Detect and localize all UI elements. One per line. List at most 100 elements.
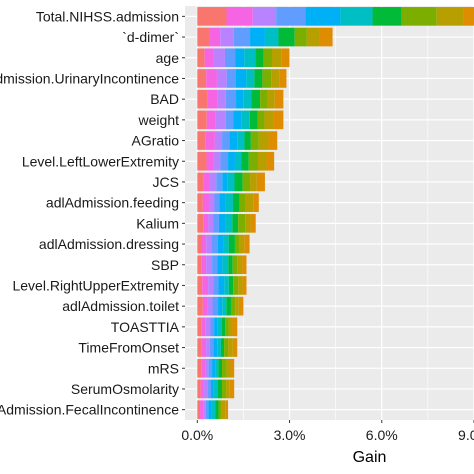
x-axis-title: Gain: [353, 449, 387, 466]
y-tick-label: adlAdmission.FecalIncontinence: [0, 402, 179, 418]
bar-segment: [202, 234, 207, 254]
bar-segment: [207, 89, 218, 109]
bar-segment: [294, 27, 307, 47]
bar-segment: [215, 400, 219, 419]
bar-segment: [232, 214, 239, 233]
plot-panel: [185, 6, 474, 420]
bar-segment: [207, 379, 211, 399]
bar-segment: [226, 7, 253, 26]
bar-segment: [205, 131, 215, 150]
bar-segment: [241, 151, 249, 171]
bar-segment: [241, 110, 250, 130]
bar-segment: [463, 7, 474, 26]
bar: [197, 193, 259, 212]
bar: [197, 276, 247, 295]
bar-segment: [225, 317, 229, 337]
bar-segment: [225, 400, 229, 419]
x-tick-label: 0.0%: [181, 427, 213, 443]
bar-segment: [197, 276, 203, 295]
y-tick-label: SBP: [151, 257, 179, 273]
bar-segment: [213, 151, 221, 171]
bar-segment: [222, 379, 227, 399]
bar-segment: [208, 400, 212, 419]
bar-segment: [226, 379, 230, 399]
bar-segment: [222, 255, 229, 275]
bar-segment: [250, 172, 257, 192]
bar-segment: [211, 234, 218, 254]
bar-segment: [197, 69, 207, 88]
y-tick-label: adlAdmission.toilet: [62, 298, 179, 314]
bar-segment: [233, 110, 242, 130]
y-tick-label: Level.RightUpperExtremity: [12, 277, 179, 293]
bar-segment: [207, 296, 213, 316]
bar: [197, 151, 275, 171]
bar-segment: [255, 48, 264, 68]
bar-segment: [218, 276, 225, 295]
bar: [197, 358, 235, 378]
bar-segment: [215, 110, 226, 130]
y-tick-label: TOASTTIA: [111, 319, 180, 335]
bar-segment: [202, 193, 209, 212]
x-tick-labels: 0.0% 3.0% 6.0% 9.0%: [181, 420, 474, 443]
bar-segment: [213, 276, 219, 295]
bar-segment: [197, 338, 202, 357]
bar-segment: [238, 214, 246, 233]
bar-segment: [197, 193, 203, 212]
bar-segment: [206, 69, 217, 88]
bar-segment: [238, 276, 243, 295]
bar-segment: [203, 379, 208, 399]
bar-segment: [250, 214, 256, 233]
bar-segment: [226, 69, 236, 88]
bar-segment: [201, 338, 207, 357]
bar-segment: [224, 276, 229, 295]
bar-segment: [197, 27, 210, 47]
bar-segment: [213, 214, 219, 233]
bar-segment: [221, 317, 226, 337]
bar-segment: [197, 172, 204, 192]
bar-segment: [235, 69, 247, 88]
bar-segment: [306, 27, 320, 47]
bar-segment: [223, 234, 229, 254]
bar: [197, 255, 247, 275]
bar-segment: [228, 338, 233, 357]
bar: [197, 7, 474, 26]
bar-segment: [202, 296, 208, 316]
bar-segment: [197, 379, 201, 399]
bar-segment: [218, 296, 223, 316]
bar-segment: [244, 48, 256, 68]
x-tick-label: 6.0%: [366, 427, 398, 443]
bar-segment: [225, 193, 233, 212]
bar-segment: [220, 27, 234, 47]
y-tick-label: Level.LeftLowerExtremity: [22, 153, 179, 169]
bar-segment: [211, 400, 216, 419]
bar-segment: [228, 255, 233, 275]
bar-segment: [222, 131, 230, 150]
bar-segment: [208, 276, 214, 295]
bar-segment: [239, 193, 246, 212]
y-tick-label: adlAdmission.dressing: [39, 236, 179, 252]
bar-segment: [267, 89, 275, 109]
y-tick-label: BAD: [150, 91, 179, 107]
bar-segment: [230, 358, 235, 378]
bar-segment: [206, 151, 214, 171]
bar-segment: [242, 172, 251, 192]
bar-segment: [264, 110, 274, 130]
bar-segment: [208, 358, 213, 378]
bar: [197, 69, 287, 88]
bar-segment: [245, 193, 254, 212]
bar-segment: [209, 172, 217, 192]
bar-segment: [220, 338, 225, 357]
bar: [197, 234, 250, 254]
bar-segment: [197, 151, 207, 171]
bar-segment: [228, 151, 235, 171]
bar-segment: [200, 379, 204, 399]
bar-segment: [216, 172, 223, 192]
x-tick-label: 9.0%: [458, 427, 474, 443]
bar-segment: [205, 317, 211, 337]
bar: [197, 379, 235, 399]
bar-segment: [244, 234, 250, 254]
bar-segment: [226, 296, 231, 316]
bar-segment: [246, 69, 255, 88]
bar-segment: [234, 151, 242, 171]
bar-segment: [372, 7, 402, 26]
